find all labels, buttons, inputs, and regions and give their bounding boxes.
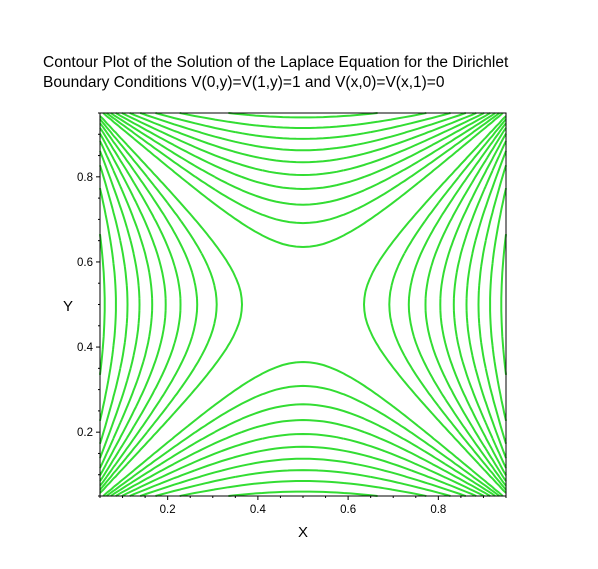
contour-line-0.46 [102, 112, 504, 497]
contour-line-0.34 [115, 112, 491, 497]
chart-title-line-1: Contour Plot of the Solution of the Lapl… [43, 54, 509, 71]
y-tick-label: 0.6 [77, 257, 93, 269]
contour-line-0.54 [99, 115, 507, 494]
y-tick-label: 0.2 [77, 427, 93, 439]
x-axis-ticks: 0.2 0.4 0.6 0.8 [99, 496, 507, 516]
x-tick-label: 0.2 [160, 504, 176, 516]
contour-line-0.62 [99, 122, 507, 487]
x-tick-label: 0.4 [250, 504, 267, 516]
x-tick-label: 0.6 [340, 504, 356, 516]
contour-line-0.26 [129, 112, 477, 497]
chart-title-line-2: Boundary Conditions V(0,y)=V(1,y)=1 and … [43, 74, 445, 91]
contour-line-0.3 [121, 112, 485, 497]
x-tick-label: 0.8 [430, 504, 446, 516]
y-tick-label: 0.8 [77, 172, 93, 184]
contour-line-0.38 [110, 112, 496, 497]
contour-line-0.82 [99, 165, 507, 444]
x-axis-label: X [298, 524, 308, 541]
contour-line-0.74 [99, 140, 507, 469]
plot-axes: 0.2 0.4 0.6 0.8 0.2 0.4 0.6 0.8 [77, 112, 507, 516]
y-tick-label: 0.4 [77, 342, 94, 354]
y-axis-ticks: 0.2 0.4 0.6 0.8 [77, 112, 100, 497]
contour-line-0.66 [99, 127, 507, 482]
contour-line-0.7 [99, 133, 507, 476]
y-axis-label: Y [63, 298, 73, 315]
contour-line-0.18 [155, 112, 451, 497]
